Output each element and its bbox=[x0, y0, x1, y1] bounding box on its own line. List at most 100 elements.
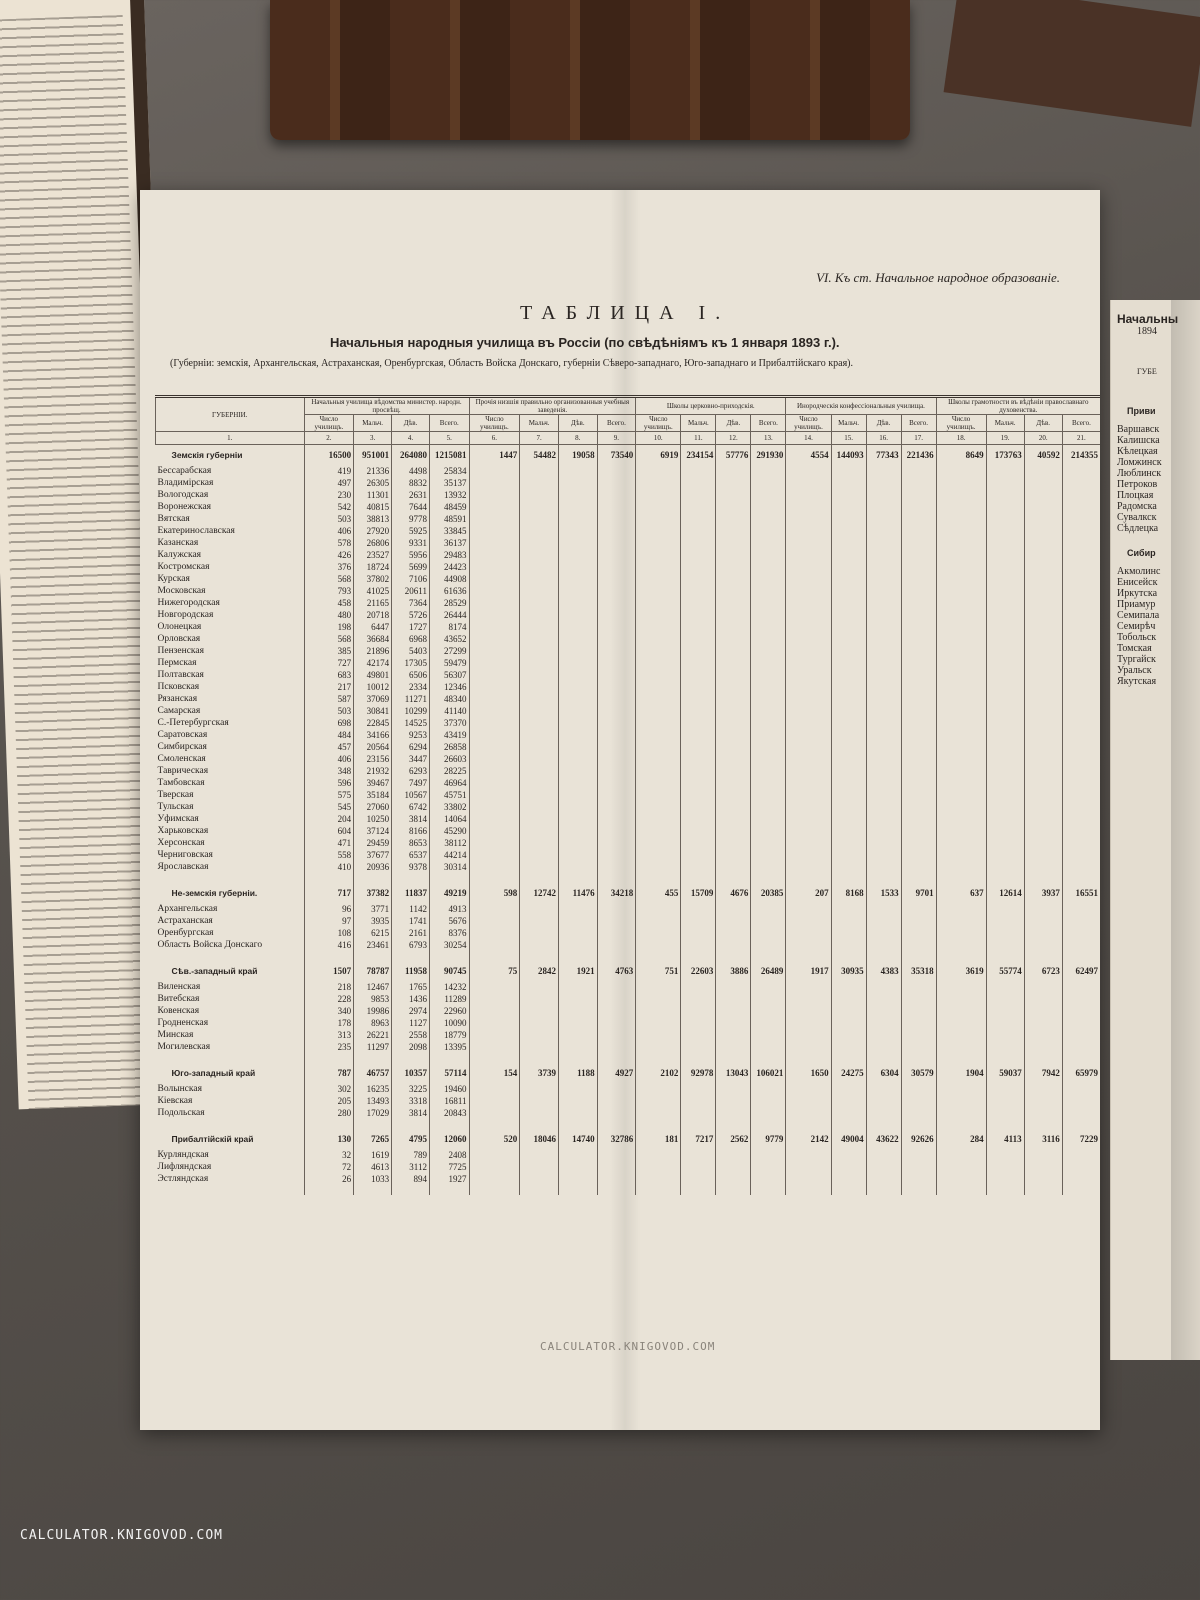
value-cell: 3935 bbox=[353, 915, 392, 927]
total-cell: 16551 bbox=[1061, 883, 1100, 903]
table-row: Ярославская 410 20936 9378 30314 bbox=[156, 861, 1100, 873]
value-cell: 497 bbox=[303, 477, 354, 489]
value-cell bbox=[680, 549, 716, 561]
right-page-region: Уральск bbox=[1117, 665, 1152, 676]
value-cell bbox=[900, 621, 937, 633]
table-row: Екатеринославская 406 27920 5925 33845 bbox=[156, 525, 1100, 537]
value-cell bbox=[865, 777, 902, 789]
value-cell: 96 bbox=[303, 903, 354, 915]
value-cell bbox=[865, 765, 902, 777]
value-cell bbox=[468, 693, 520, 705]
value-cell bbox=[1023, 903, 1063, 915]
value-cell bbox=[680, 729, 716, 741]
value-cell bbox=[785, 825, 832, 837]
value-cell bbox=[935, 621, 987, 633]
value-cell bbox=[519, 465, 559, 477]
value-cell bbox=[635, 915, 681, 927]
right-page-region: Варшавск bbox=[1117, 424, 1160, 435]
value-cell: 8963 bbox=[353, 1017, 392, 1029]
value-cell bbox=[715, 621, 751, 633]
value-cell bbox=[750, 1149, 786, 1161]
value-cell bbox=[935, 525, 987, 537]
value-cell bbox=[1061, 549, 1100, 561]
value-cell bbox=[785, 573, 832, 585]
col-subheader: Всего. bbox=[900, 414, 937, 432]
value-cell bbox=[519, 753, 559, 765]
value-cell bbox=[557, 1095, 598, 1107]
total-cell: 3619 bbox=[935, 961, 987, 981]
value-cell bbox=[1023, 849, 1063, 861]
value-cell bbox=[468, 1107, 520, 1119]
value-cell bbox=[557, 1005, 598, 1017]
value-cell bbox=[750, 633, 786, 645]
value-cell bbox=[635, 717, 681, 729]
table-row: Могилевская 235 11297 2098 13395 bbox=[156, 1041, 1100, 1053]
table-row: Витебская 228 9853 1436 11289 bbox=[156, 993, 1100, 1005]
value-cell bbox=[635, 939, 681, 951]
value-cell bbox=[865, 801, 902, 813]
value-cell bbox=[557, 645, 598, 657]
value-cell bbox=[900, 825, 937, 837]
value-cell bbox=[1023, 777, 1063, 789]
value-cell bbox=[1061, 537, 1100, 549]
region-name: Могилевская bbox=[157, 1042, 211, 1052]
value-cell bbox=[1061, 597, 1100, 609]
total-cell: 49004 bbox=[830, 1129, 867, 1149]
col-number: 9. bbox=[596, 431, 636, 445]
value-cell bbox=[635, 825, 681, 837]
value-cell bbox=[985, 1149, 1025, 1161]
total-cell: 3886 bbox=[715, 961, 751, 981]
value-cell bbox=[557, 837, 598, 849]
value-cell bbox=[1023, 693, 1063, 705]
value-cell bbox=[1061, 609, 1100, 621]
value-cell bbox=[596, 939, 636, 951]
value-cell bbox=[785, 621, 832, 633]
region-name: Эстляндская bbox=[157, 1174, 209, 1184]
value-cell bbox=[596, 645, 636, 657]
value-cell bbox=[519, 789, 559, 801]
value-cell: 21896 bbox=[353, 645, 392, 657]
value-cell bbox=[596, 465, 636, 477]
value-cell bbox=[557, 597, 598, 609]
value-cell bbox=[900, 705, 937, 717]
value-cell bbox=[596, 1083, 636, 1095]
value-cell: 35137 bbox=[428, 477, 470, 489]
right-page-region: Семирѣч bbox=[1117, 621, 1156, 632]
table-row: Новгородская 480 20718 5726 26444 bbox=[156, 609, 1100, 621]
value-cell bbox=[519, 1161, 559, 1173]
total-cell: 19058 bbox=[557, 444, 598, 465]
table-row: Тульская 545 27060 6742 33802 bbox=[156, 801, 1100, 813]
value-cell bbox=[985, 903, 1025, 915]
region-name: Витебская bbox=[157, 994, 200, 1004]
value-cell bbox=[865, 669, 902, 681]
right-page-region: Кѣлецкая bbox=[1117, 446, 1158, 457]
value-cell bbox=[750, 765, 786, 777]
value-cell bbox=[519, 825, 559, 837]
value-cell bbox=[900, 861, 937, 873]
value-cell bbox=[785, 801, 832, 813]
value-cell bbox=[468, 621, 520, 633]
value-cell bbox=[557, 489, 598, 501]
value-cell bbox=[557, 849, 598, 861]
value-cell bbox=[596, 597, 636, 609]
value-cell bbox=[715, 465, 751, 477]
value-cell bbox=[596, 1161, 636, 1173]
value-cell bbox=[900, 525, 937, 537]
value-cell bbox=[635, 837, 681, 849]
value-cell: 5925 bbox=[391, 525, 430, 537]
value-cell bbox=[750, 1161, 786, 1173]
value-cell bbox=[985, 597, 1025, 609]
total-cell: 2102 bbox=[635, 1063, 681, 1083]
region-name: Ярославская bbox=[157, 862, 209, 872]
value-cell bbox=[785, 1017, 832, 1029]
value-cell bbox=[519, 525, 559, 537]
table-row: Полтавская 683 49801 6506 56307 bbox=[156, 669, 1100, 681]
value-cell: 27920 bbox=[353, 525, 392, 537]
value-cell bbox=[715, 501, 751, 513]
value-cell bbox=[596, 717, 636, 729]
value-cell bbox=[750, 801, 786, 813]
value-cell bbox=[865, 609, 902, 621]
region-name: Казанская bbox=[157, 538, 199, 548]
value-cell bbox=[596, 765, 636, 777]
value-cell bbox=[830, 645, 867, 657]
